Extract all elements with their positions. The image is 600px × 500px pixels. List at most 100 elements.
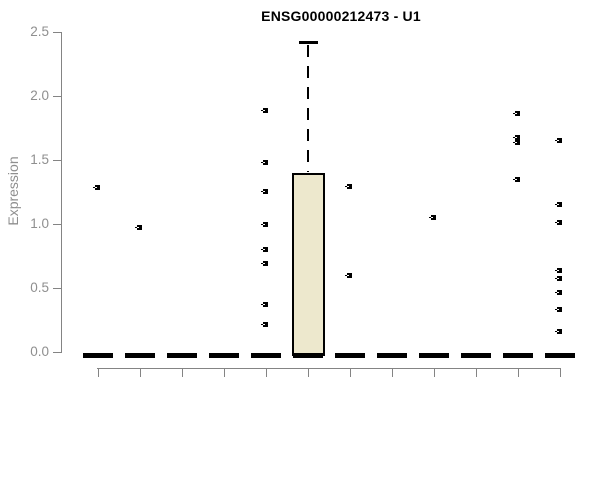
point-left-tick	[261, 324, 263, 326]
point-left-tick	[261, 248, 263, 250]
median-line	[293, 353, 323, 358]
median-line	[377, 353, 407, 358]
outlier-point	[261, 159, 268, 165]
x-tick	[182, 368, 183, 377]
upper-whisker	[307, 45, 309, 172]
point-slot	[557, 203, 559, 205]
outlier-point	[261, 301, 268, 307]
outlier-point	[555, 290, 562, 296]
median-line	[167, 353, 197, 358]
outlier-point	[513, 140, 520, 146]
y-tick	[53, 32, 61, 33]
outlier-point	[345, 273, 352, 279]
x-axis-line	[97, 368, 561, 369]
point-left-tick	[93, 187, 95, 189]
point-left-tick	[513, 112, 515, 114]
point-left-tick	[555, 221, 557, 223]
outlier-point	[261, 108, 268, 114]
point-left-tick	[429, 216, 431, 218]
x-tick	[224, 368, 225, 377]
point-left-tick	[513, 137, 515, 139]
outlier-point	[555, 201, 562, 207]
outlier-point	[261, 222, 268, 228]
box	[292, 172, 325, 356]
chart-title: ENSG00000212473 - U1	[261, 8, 421, 24]
point-left-tick	[555, 270, 557, 272]
median-line	[209, 353, 239, 358]
y-tick-label: 1.0	[30, 216, 49, 231]
median-line	[461, 353, 491, 358]
outlier-point	[513, 177, 520, 183]
x-tick	[266, 368, 267, 377]
outlier-point	[555, 276, 562, 282]
y-axis-line	[61, 32, 62, 353]
point-left-tick	[345, 275, 347, 277]
median-line	[125, 353, 155, 358]
point-left-tick	[345, 185, 347, 187]
point-left-tick	[261, 191, 263, 192]
x-tick	[308, 368, 309, 377]
median-line	[83, 353, 113, 358]
outlier-point	[429, 214, 436, 220]
point-left-tick	[513, 179, 515, 181]
point-slot	[557, 278, 559, 280]
point-slot	[431, 216, 433, 218]
point-slot	[515, 179, 517, 181]
x-tick	[476, 368, 477, 377]
y-tick	[53, 288, 61, 289]
point-slot	[263, 110, 265, 112]
y-tick	[53, 160, 61, 161]
point-slot	[557, 139, 559, 141]
point-left-tick	[135, 226, 137, 228]
median-line	[419, 353, 449, 358]
x-tick	[140, 368, 141, 377]
point-slot	[557, 221, 559, 223]
y-tick	[53, 224, 61, 225]
point-slot	[263, 248, 265, 250]
point-slot	[263, 324, 265, 326]
median-line	[545, 353, 575, 358]
outlier-point	[261, 189, 268, 194]
x-tick	[518, 368, 519, 377]
y-tick-label: 0.0	[30, 344, 49, 359]
point-left-tick	[261, 224, 263, 226]
x-tick	[350, 368, 351, 377]
point-left-tick	[513, 142, 515, 144]
x-tick	[98, 368, 99, 377]
point-slot	[557, 292, 559, 294]
y-tick-label: 1.5	[30, 152, 49, 167]
x-tick	[434, 368, 435, 377]
point-slot	[263, 303, 265, 305]
point-left-tick	[261, 110, 263, 112]
outlier-point	[513, 110, 520, 116]
point-left-tick	[555, 292, 557, 294]
median-line	[335, 353, 365, 358]
point-slot	[347, 185, 349, 187]
point-left-tick	[555, 278, 557, 280]
point-left-tick	[555, 308, 557, 310]
point-slot	[515, 142, 517, 144]
point-left-tick	[555, 330, 557, 332]
point-slot	[557, 330, 559, 332]
point-left-tick	[555, 139, 557, 141]
y-tick	[53, 96, 61, 97]
y-tick-label: 2.0	[30, 88, 49, 103]
point-left-tick	[261, 262, 263, 264]
outlier-point	[555, 137, 562, 143]
point-slot	[263, 191, 265, 192]
point-slot	[557, 308, 559, 310]
outlier-point	[555, 268, 562, 274]
median-line	[503, 353, 533, 358]
median-line	[251, 353, 281, 358]
point-slot	[263, 262, 265, 264]
whisker-cap	[299, 41, 318, 45]
outlier-point	[555, 328, 562, 334]
y-tick-label: 0.5	[30, 280, 49, 295]
outlier-point	[513, 135, 520, 141]
point-slot	[557, 270, 559, 272]
outlier-point	[261, 322, 268, 328]
point-left-tick	[555, 203, 557, 205]
outlier-point	[345, 183, 352, 189]
x-tick	[560, 368, 561, 377]
